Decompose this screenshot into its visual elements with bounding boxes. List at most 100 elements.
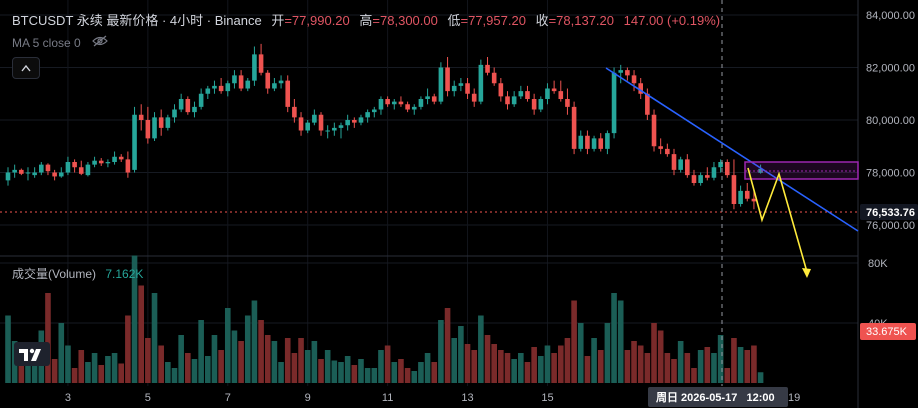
high-label: 高	[359, 13, 373, 28]
time-tick-label: 5	[145, 392, 151, 404]
volume-bar	[757, 372, 764, 383]
candle-body	[658, 146, 663, 149]
volume-bar	[431, 362, 438, 383]
volume-bar	[458, 326, 464, 383]
candle-body	[118, 156, 124, 160]
volume-bar	[244, 315, 251, 383]
candle-body	[265, 72, 271, 89]
candle-body	[638, 83, 643, 94]
ma-indicator-legend[interactable]: MA 5 close 0	[12, 35, 108, 50]
volume-bar	[471, 350, 477, 383]
candle-body	[39, 164, 44, 173]
volume-bar	[571, 300, 577, 383]
volume-bar	[491, 344, 497, 383]
volume-bar	[524, 362, 531, 383]
eye-off-icon[interactable]	[92, 35, 108, 50]
candle-body	[478, 64, 484, 102]
volume-bar	[238, 341, 244, 383]
volume-bar	[697, 350, 704, 383]
volume-bar	[91, 353, 98, 383]
candle-body	[145, 120, 151, 139]
candle-body	[571, 106, 577, 149]
volume-bar	[205, 356, 211, 383]
candle-body	[618, 70, 624, 73]
candle-body	[485, 64, 490, 73]
volume-bar	[71, 368, 78, 383]
time-tick-label: 11	[382, 392, 393, 404]
candle-body	[378, 99, 384, 110]
collapse-legend-button[interactable]	[12, 57, 40, 79]
candle-body	[132, 114, 137, 170]
volume-bar	[338, 362, 344, 383]
volume-legend[interactable]: 成交量(Volume) 7.162K	[12, 265, 143, 282]
time-tick-label: 9	[305, 392, 311, 404]
trendline-drawing[interactable]	[605, 67, 859, 232]
current-volume-badge-bg	[860, 323, 916, 340]
volume-bar	[737, 347, 744, 383]
candle-body	[391, 101, 397, 105]
candle-body	[218, 85, 224, 92]
candle-body	[185, 99, 191, 113]
candle-body	[385, 99, 390, 105]
tradingview-logo[interactable]	[14, 342, 50, 366]
candle-body	[578, 135, 584, 149]
volume-bar	[684, 353, 691, 383]
volume-bar	[664, 353, 671, 383]
volume-bar	[111, 353, 118, 383]
volume-bar	[691, 368, 697, 383]
volume-bar	[125, 315, 131, 383]
candle-body	[744, 190, 750, 199]
price-tick-label: 80,000.00	[866, 115, 915, 127]
volume-bar	[384, 345, 391, 383]
volume-bar	[378, 350, 384, 383]
volume-bar	[577, 323, 584, 383]
low-value: =77,957.20	[460, 13, 526, 28]
open-label: 开	[271, 13, 285, 28]
candle-body	[698, 175, 703, 183]
volume-bar	[271, 341, 278, 383]
candle-body	[312, 114, 317, 123]
volume-bar	[651, 323, 657, 383]
candle-body	[19, 169, 24, 174]
candle-body	[285, 80, 291, 107]
volume-bar	[264, 335, 271, 383]
projection-path-drawing[interactable]	[747, 167, 808, 273]
volume-bar	[358, 359, 364, 383]
volume-bar	[531, 347, 537, 383]
projection-arrowhead	[802, 268, 811, 278]
high-value: =78,300.00	[372, 13, 438, 28]
candle-body	[105, 162, 111, 164]
volume-bar	[398, 359, 404, 383]
candle-body	[152, 117, 157, 139]
symbol-title[interactable]: BTCUSDT 永续 最新价格 · 4小时 · Binance	[12, 13, 262, 28]
candle-body	[172, 109, 177, 118]
volume-bar	[624, 350, 631, 383]
candle-body	[365, 112, 370, 118]
candle-body	[78, 167, 84, 174]
volume-bar	[158, 345, 164, 383]
candle-body	[45, 164, 51, 172]
crosshair-time-badge-bg	[648, 387, 788, 407]
candle-body	[431, 96, 437, 102]
candle-body	[585, 135, 590, 149]
volume-bar	[18, 360, 25, 383]
volume-bar	[657, 330, 664, 383]
candle-body	[605, 133, 610, 149]
volume-bar	[65, 345, 71, 383]
candle-body	[498, 83, 504, 97]
candle-body	[245, 80, 251, 89]
candle-body	[212, 85, 217, 89]
volume-bar	[478, 315, 484, 383]
volume-bar	[118, 363, 125, 383]
volume-bar	[438, 320, 444, 383]
candle-body	[545, 88, 550, 99]
candle-body	[538, 99, 544, 110]
volume-bar	[351, 365, 358, 383]
symbol-header[interactable]: BTCUSDT 永续 最新价格 · 4小时 · Binance 开=77,990…	[12, 10, 720, 29]
volume-bar	[498, 350, 504, 383]
candle-body	[52, 172, 57, 177]
candle-body	[518, 91, 524, 97]
volume-bar	[105, 356, 111, 383]
price-tick-label: 82,000.00	[866, 63, 915, 75]
